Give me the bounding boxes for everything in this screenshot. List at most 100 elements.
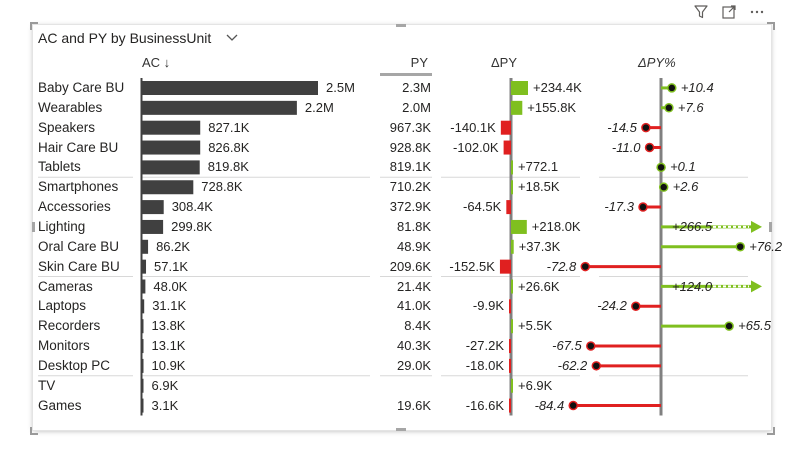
ac-bar — [142, 120, 201, 135]
delta-py-bar — [509, 398, 511, 413]
category-label[interactable]: Cameras — [38, 278, 93, 294]
delta-py-bar — [511, 219, 527, 234]
category-label[interactable]: Lighting — [38, 218, 86, 234]
delta-py-bar — [509, 299, 511, 314]
delta-py-value-label: +218.0K — [531, 218, 581, 234]
py-value-label: 710.2K — [389, 179, 431, 195]
delta-py-bar — [511, 81, 528, 95]
category-label[interactable]: Recorders — [38, 318, 101, 334]
ac-bar — [142, 81, 318, 95]
resize-corner-bottom-left[interactable] — [30, 427, 38, 435]
delta-py-value-label: -16.6K — [465, 397, 504, 413]
category-label[interactable]: Monitors — [38, 338, 90, 354]
delta-py-value-label: -64.5K — [463, 199, 502, 215]
delta-py-percent-value-label: +2.6 — [672, 179, 699, 195]
delta-py-percent-dot — [631, 301, 641, 312]
ac-value-label: 13.1K — [151, 338, 186, 354]
ac-value-label: 827.1K — [208, 119, 250, 135]
delta-py-value-label: +5.5K — [518, 318, 553, 334]
ac-bar — [142, 239, 149, 254]
delta-py-percent-value-label: -11.0 — [611, 139, 641, 155]
delta-py-percent-overflow-arrow — [751, 280, 762, 293]
category-label[interactable]: Wearables — [38, 99, 103, 115]
category-label[interactable]: Desktop PC — [38, 357, 111, 373]
delta-py-percent-dot — [568, 400, 578, 411]
delta-py-percent-dot — [656, 162, 666, 173]
column-header-delta-py-percent[interactable]: ΔPY% — [638, 55, 676, 70]
resize-corner-bottom-right[interactable] — [767, 427, 775, 435]
category-label[interactable]: Smartphones — [38, 179, 119, 195]
ac-bar — [142, 259, 147, 274]
resize-handle-left[interactable] — [32, 222, 35, 232]
ac-value-label: 826.8K — [208, 139, 250, 155]
ac-bar — [142, 219, 164, 234]
resize-corner-top-right[interactable] — [767, 22, 775, 30]
ac-value-label: 86.2K — [156, 238, 191, 254]
category-label[interactable]: Accessories — [38, 199, 111, 215]
delta-py-bar — [503, 140, 511, 155]
category-label[interactable]: Games — [38, 397, 82, 413]
delta-py-percent-dot — [724, 321, 734, 331]
py-value-label: 819.1K — [389, 159, 431, 175]
category-label[interactable]: Speakers — [38, 119, 96, 135]
delta-py-percent-value-label: -24.2 — [597, 298, 627, 314]
filter-icon[interactable] — [692, 3, 710, 21]
visual-title[interactable]: AC and PY by BusinessUnit — [38, 30, 239, 46]
py-value-label: 2.0M — [402, 99, 431, 115]
column-header-py[interactable]: PY — [410, 55, 428, 70]
py-value-label: 8.4K — [404, 318, 431, 334]
chevron-down-icon[interactable] — [225, 33, 239, 43]
ac-value-label: 2.5M — [326, 80, 355, 95]
delta-py-bar — [509, 358, 511, 373]
py-value-label: 19.6K — [397, 397, 431, 413]
delta-py-value-label: +6.9K — [518, 377, 553, 393]
focus-mode-icon[interactable] — [720, 3, 738, 21]
more-options-icon[interactable] — [748, 3, 766, 21]
resize-handle-bottom[interactable] — [396, 428, 406, 431]
delta-py-bar — [511, 180, 513, 195]
category-label[interactable]: Baby Care BU — [38, 80, 125, 95]
delta-py-bar — [509, 339, 511, 354]
delta-py-percent-dot — [638, 202, 648, 212]
py-header-underline — [380, 73, 432, 76]
delta-py-percent-dot — [658, 182, 669, 192]
column-header-ac[interactable]: AC ↓ — [142, 55, 171, 70]
py-value-label — [372, 376, 431, 396]
category-label[interactable]: TV — [38, 377, 56, 393]
delta-py-value-label: +772.1 — [518, 159, 559, 175]
resize-handle-right[interactable] — [769, 222, 772, 232]
py-value-label: 48.9K — [397, 238, 431, 254]
delta-py-percent-value-label: -62.2 — [557, 357, 588, 373]
column-header-delta-py[interactable]: ΔPY — [491, 55, 518, 70]
category-label[interactable]: Laptops — [38, 298, 87, 314]
delta-py-percent-dot — [591, 361, 602, 371]
delta-py-percent-value-label: +76.2 — [749, 238, 783, 254]
category-label[interactable]: Skin Care BU — [38, 258, 120, 274]
category-label[interactable]: Tablets — [38, 159, 81, 175]
category-label[interactable]: Oral Care BU — [38, 238, 120, 254]
delta-py-percent-value-label: -84.4 — [534, 397, 565, 413]
delta-py-percent-value-label: +0.1 — [670, 159, 696, 175]
delta-py-value-label: +37.3K — [518, 238, 561, 254]
resize-corner-top-left[interactable] — [30, 22, 38, 30]
delta-py-percent-value-label: -67.5 — [552, 338, 582, 354]
ac-value-label: 819.8K — [207, 159, 249, 175]
py-value-label: 81.8K — [397, 218, 431, 234]
ac-value-label: 13.8K — [151, 318, 186, 334]
ac-bar — [142, 200, 164, 215]
delta-py-value-label: +155.8K — [527, 99, 577, 115]
category-label[interactable]: Hair Care BU — [38, 139, 119, 155]
ac-value-label: 308.4K — [171, 199, 213, 215]
visual-header-icons — [692, 3, 766, 21]
ac-bar — [142, 319, 144, 334]
py-value-label: 967.3K — [389, 119, 431, 135]
ac-bar — [142, 100, 297, 115]
ac-bar — [142, 299, 145, 314]
delta-py-value-label: +18.5K — [518, 179, 560, 195]
delta-py-bar — [511, 279, 513, 294]
delta-py-percent-dot — [641, 122, 651, 133]
ac-bar — [142, 398, 144, 413]
resize-handle-top[interactable] — [396, 24, 406, 27]
py-value-label: 2.3M — [402, 80, 431, 95]
delta-py-percent-dot — [664, 103, 674, 113]
